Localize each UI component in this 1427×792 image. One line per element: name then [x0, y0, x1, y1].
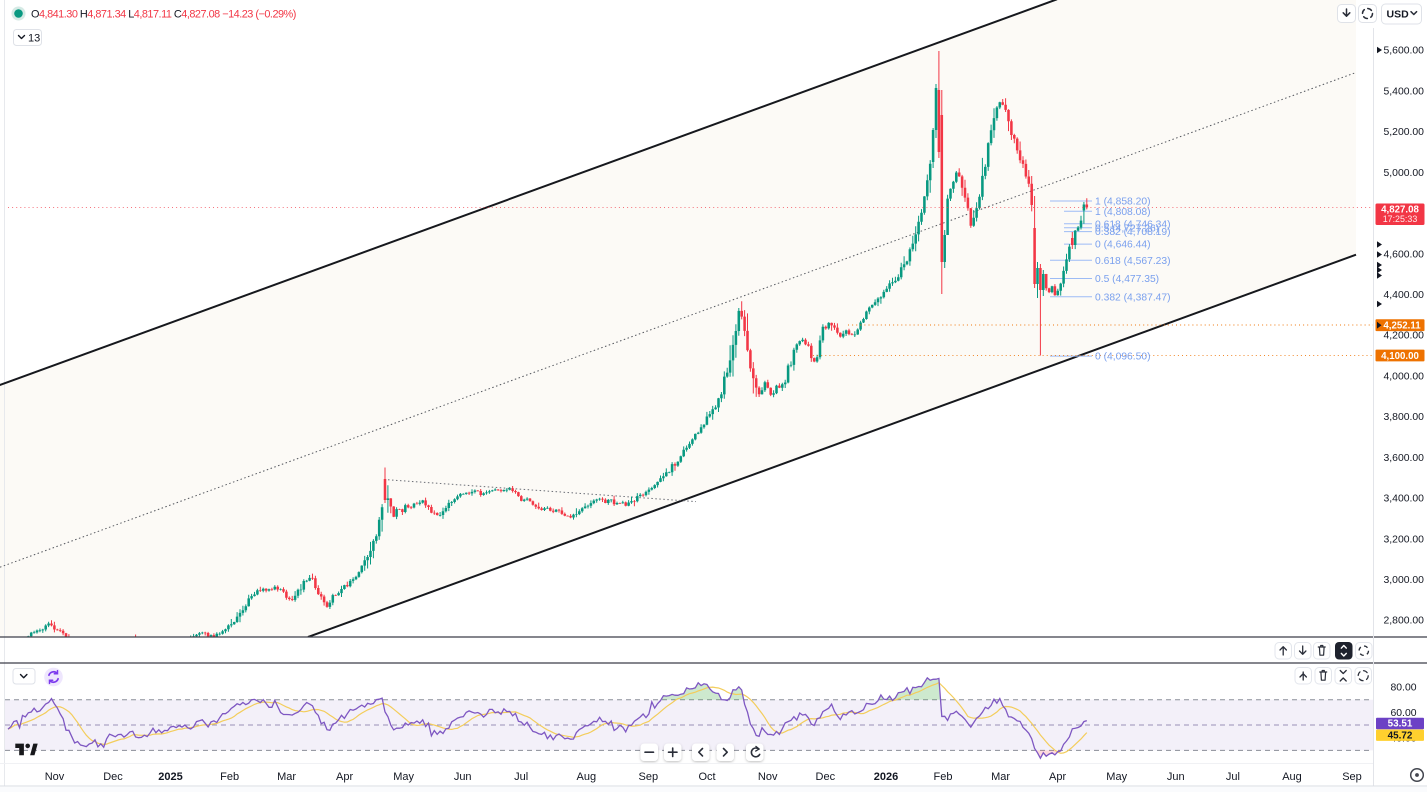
- svg-text:Mar: Mar: [991, 771, 1010, 783]
- svg-text:Jul: Jul: [514, 771, 528, 783]
- svg-text:0.5 (4,727.26): 0.5 (4,727.26): [1095, 223, 1159, 234]
- svg-text:3,400.00: 3,400.00: [1384, 494, 1425, 505]
- svg-text:0.382 (4,708.19): 0.382 (4,708.19): [1095, 227, 1171, 238]
- svg-text:2,800.00: 2,800.00: [1384, 616, 1425, 627]
- svg-text:45.72: 45.72: [1388, 730, 1413, 741]
- svg-text:3,600.00: 3,600.00: [1384, 453, 1425, 464]
- svg-text:0.5 (4,477.35): 0.5 (4,477.35): [1095, 274, 1159, 285]
- svg-text:4,252.11: 4,252.11: [1383, 321, 1421, 332]
- svg-text:3,000.00: 3,000.00: [1384, 575, 1425, 586]
- svg-text:4,100.00: 4,100.00: [1381, 351, 1419, 362]
- svg-text:1 (4,858.20): 1 (4,858.20): [1095, 197, 1151, 208]
- svg-text:Feb: Feb: [220, 771, 239, 783]
- svg-text:Nov: Nov: [758, 771, 778, 783]
- svg-text:May: May: [1106, 771, 1127, 783]
- svg-text:3,200.00: 3,200.00: [1384, 534, 1425, 545]
- svg-text:Jul: Jul: [1226, 771, 1240, 783]
- svg-text:Jun: Jun: [1167, 771, 1185, 783]
- svg-text:Apr: Apr: [336, 771, 353, 783]
- svg-text:Feb: Feb: [934, 771, 953, 783]
- svg-text:Oct: Oct: [698, 771, 715, 783]
- svg-text:May: May: [393, 771, 414, 783]
- svg-text:0.618 (4,567.23): 0.618 (4,567.23): [1095, 256, 1171, 267]
- svg-text:53.51: 53.51: [1388, 719, 1413, 730]
- svg-text:Sep: Sep: [639, 771, 659, 783]
- svg-text:5,600.00: 5,600.00: [1384, 46, 1425, 57]
- svg-text:3,800.00: 3,800.00: [1384, 412, 1425, 423]
- svg-text:4,000.00: 4,000.00: [1384, 371, 1425, 382]
- svg-text:0 (4,646.44): 0 (4,646.44): [1095, 240, 1151, 251]
- svg-text:O4,841.30 H4,871.34 L4,817.11: O4,841.30 H4,871.34 L4,817.11 C4,827.08 …: [31, 9, 296, 21]
- svg-text:4,600.00: 4,600.00: [1384, 249, 1425, 260]
- svg-text:5,200.00: 5,200.00: [1384, 127, 1425, 138]
- svg-text:2025: 2025: [158, 771, 182, 783]
- svg-text:1 (4,808.08): 1 (4,808.08): [1095, 207, 1151, 218]
- svg-text:USD: USD: [1387, 9, 1410, 21]
- svg-text:2026: 2026: [874, 771, 898, 783]
- svg-text:4,400.00: 4,400.00: [1384, 290, 1425, 301]
- svg-text:Jun: Jun: [454, 771, 472, 783]
- svg-text:80.00: 80.00: [1391, 683, 1417, 694]
- svg-text:5,000.00: 5,000.00: [1384, 168, 1425, 179]
- svg-text:13: 13: [28, 33, 40, 45]
- svg-text:60.00: 60.00: [1391, 708, 1417, 719]
- svg-text:Dec: Dec: [816, 771, 836, 783]
- svg-text:Mar: Mar: [277, 771, 296, 783]
- svg-text:Apr: Apr: [1049, 771, 1066, 783]
- svg-text:0.382 (4,387.47): 0.382 (4,387.47): [1095, 292, 1171, 303]
- svg-text:4,200.00: 4,200.00: [1384, 331, 1425, 342]
- svg-text:Aug: Aug: [1282, 771, 1302, 783]
- svg-text:5,400.00: 5,400.00: [1384, 86, 1425, 97]
- svg-text:17:25:33: 17:25:33: [1383, 214, 1418, 224]
- svg-text:Nov: Nov: [45, 771, 65, 783]
- svg-text:4,827.08: 4,827.08: [1381, 204, 1419, 215]
- svg-text:Aug: Aug: [577, 771, 597, 783]
- svg-text:0 (4,096.50): 0 (4,096.50): [1095, 352, 1151, 363]
- svg-text:0.618 (4,746.34): 0.618 (4,746.34): [1095, 219, 1171, 230]
- svg-text:Sep: Sep: [1342, 771, 1362, 783]
- svg-text:Dec: Dec: [103, 771, 123, 783]
